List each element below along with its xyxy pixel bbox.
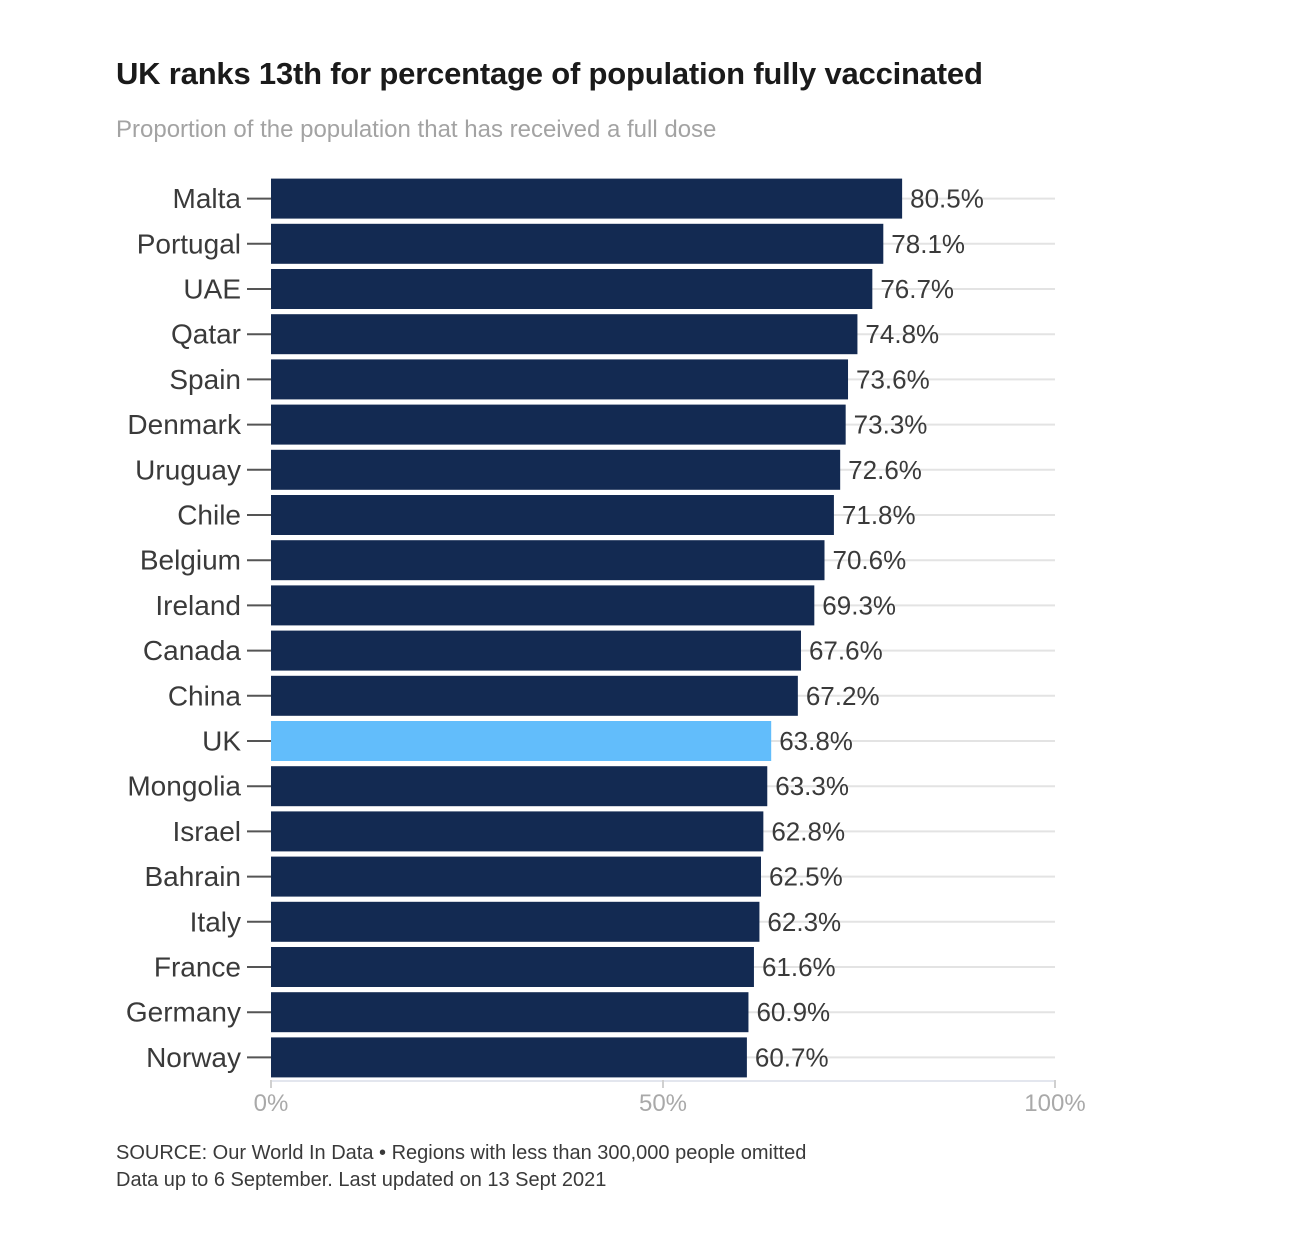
value-label: 73.3% [854,410,928,440]
category-label: Portugal [137,228,241,259]
category-label: Mongolia [127,771,241,802]
value-label: 63.8% [779,726,853,756]
category-label: Ireland [155,590,241,621]
bar-canada [271,630,801,671]
category-label: Chile [177,500,241,531]
category-label: Israel [173,816,241,847]
category-label: Malta [173,183,242,214]
value-label: 76.7% [880,274,954,304]
value-label: 69.3% [822,590,896,620]
bar-qatar [271,314,858,355]
category-label: Norway [146,1042,241,1073]
update-note: Data up to 6 September. Last updated on … [116,1169,607,1191]
bar-norway [271,1037,747,1078]
bar-china [271,675,798,716]
value-label: 63.3% [775,771,849,801]
value-label: 73.6% [856,364,930,394]
bar-portugal [271,223,884,264]
value-label: 67.2% [806,681,880,711]
value-label: 60.9% [756,997,830,1027]
bar-bahrain [271,856,761,897]
category-label: Belgium [140,545,241,576]
value-label: 78.1% [891,229,965,259]
bar-spain [271,359,849,400]
value-label: 62.3% [767,907,841,937]
category-label: Italy [190,906,241,937]
chart-subtitle: Proportion of the population that has re… [116,116,717,143]
x-tick-label: 50% [639,1090,687,1117]
category-label: France [154,952,241,983]
category-label: UK [202,726,241,757]
value-label: 80.5% [910,184,984,214]
bar-uae [271,269,873,309]
value-label: 62.8% [771,816,845,846]
bar-germany [271,992,749,1033]
value-label: 62.5% [769,862,843,892]
category-label: Bahrain [144,861,241,892]
bar-chile [271,495,834,535]
bar-belgium [271,540,825,581]
category-label: China [168,680,242,711]
category-label: Canada [143,635,242,666]
category-label: Qatar [171,319,241,350]
chart-title: UK ranks 13th for percentage of populati… [116,56,983,91]
bar-italy [271,901,760,942]
bar-denmark [271,404,846,445]
value-label: 72.6% [848,455,922,485]
value-label: 74.8% [865,319,939,349]
bar-mongolia [271,766,768,807]
x-tick-label: 0% [254,1090,289,1117]
value-label: 61.6% [762,952,836,982]
chart-footer: SOURCE: Our World In Data • Regions with… [116,1140,806,1194]
bar-uruguay [271,449,841,490]
category-label: Germany [126,997,241,1028]
category-label: Denmark [127,409,242,440]
bar-chart: Malta Portugal UAE Qatar Spain Denmark Uruguay… [126,178,1086,1117]
x-tick-label: 100% [1024,1090,1085,1117]
bar-malta [271,178,903,219]
category-label: Spain [169,364,241,395]
bar-uk [271,721,772,761]
bar-israel [271,811,764,852]
value-label: 70.6% [833,545,907,575]
bar-france [271,947,754,987]
value-label: 71.8% [842,500,916,530]
category-label: Uruguay [135,454,241,485]
bar-ireland [271,585,815,626]
value-label: 60.7% [755,1042,829,1072]
category-label: UAE [183,274,241,305]
value-label: 67.6% [809,636,883,666]
source-note: SOURCE: Our World In Data • Regions with… [116,1142,807,1164]
